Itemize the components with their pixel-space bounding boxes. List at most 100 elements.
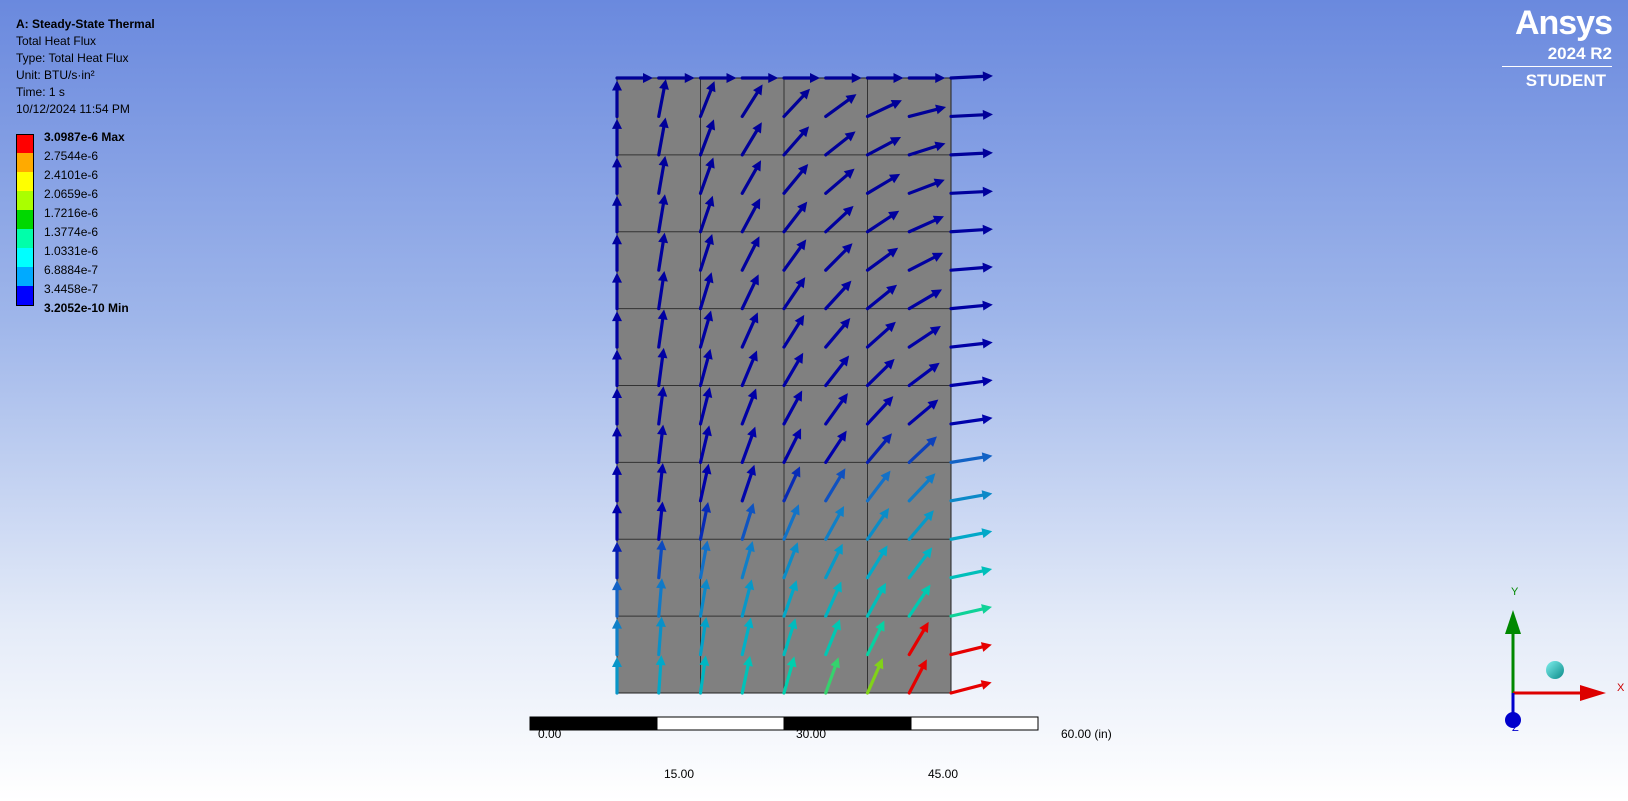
axis-triad[interactable]: [1505, 610, 1606, 728]
legend-swatch: [16, 305, 34, 306]
heat-flux-arrow: [740, 73, 779, 83]
ansys-logo: Ansys 2024 R2 STUDENT: [1438, 0, 1628, 100]
legend-label: 1.7216e-6: [44, 206, 99, 220]
heat-flux-arrow: [865, 284, 898, 311]
legend-label: 1.0331e-6: [44, 244, 99, 258]
heat-flux-arrow: [949, 528, 993, 541]
legend-label: 2.7544e-6: [44, 149, 99, 163]
logo-brand: Ansys: [1514, 4, 1613, 42]
heat-flux-arrow: [698, 387, 713, 426]
heat-flux-arrow: [824, 430, 847, 464]
heat-flux-arrow: [657, 386, 668, 426]
heat-flux-arrow: [949, 186, 993, 197]
heat-flux-arrow: [865, 582, 886, 618]
legend-swatch: [16, 153, 34, 172]
heat-flux-arrow: [657, 155, 669, 195]
heat-flux-arrow: [949, 490, 993, 503]
heat-flux-arrow: [612, 272, 622, 311]
heat-flux-arrow: [698, 617, 710, 657]
heat-flux-arrow: [949, 414, 993, 426]
heat-flux-arrow: [698, 234, 714, 272]
heat-flux-arrow: [612, 464, 622, 503]
heat-flux-arrow: [782, 201, 808, 234]
legend-label: 1.3774e-6: [44, 225, 99, 239]
heat-flux-arrow: [949, 262, 993, 273]
heat-flux-arrow: [657, 232, 669, 272]
legend-swatch: [16, 134, 34, 153]
heat-flux-arrow: [740, 274, 759, 311]
legend-label: 3.2052e-10 Min: [44, 301, 129, 315]
heat-flux-arrow: [615, 73, 653, 83]
heat-flux-arrow: [865, 545, 888, 580]
scale-label-45: 45.00: [928, 767, 959, 781]
heat-flux-arrow: [698, 73, 737, 83]
scale-bar-segment: [656, 716, 785, 731]
heat-flux-arrow: [865, 73, 904, 83]
heat-flux-arrow: [949, 300, 993, 311]
heat-flux-arrow: [907, 621, 929, 657]
heat-flux-arrow: [656, 539, 667, 580]
heat-flux-arrow: [949, 566, 993, 580]
heat-flux-arrow: [612, 349, 622, 388]
heat-flux-arrow: [740, 350, 758, 388]
heat-flux-arrow: [824, 318, 851, 349]
heat-flux-arrow: [740, 236, 760, 272]
heat-flux-arrow: [740, 541, 755, 580]
heat-flux-arrow: [824, 94, 857, 119]
heat-flux-arrow: [612, 580, 622, 618]
result-type: Type: Total Heat Flux: [16, 51, 129, 65]
triad-x-label: X: [1617, 682, 1625, 694]
heat-flux-arrow: [656, 501, 667, 541]
heat-flux-arrow: [657, 194, 669, 234]
heat-flux-arrow: [782, 352, 804, 388]
heat-flux-arrow: [865, 358, 895, 388]
heat-flux-arrow: [740, 198, 761, 234]
legend-swatch: [16, 172, 34, 191]
heat-flux-arrow: [865, 173, 901, 195]
heat-flux-arrow: [698, 655, 710, 695]
heat-flux-arrow: [865, 321, 896, 349]
heat-flux-arrow: [907, 473, 936, 503]
legend-swatch: [16, 267, 34, 286]
triad-iso-sphere[interactable]: [1546, 661, 1564, 679]
heat-flux-arrow: [612, 387, 622, 426]
heat-flux-arrow: [657, 309, 668, 349]
heat-flux-arrow: [782, 656, 797, 695]
heat-flux-arrow: [740, 160, 762, 195]
logo-edition: STUDENT: [1525, 71, 1606, 90]
heat-flux-arrow: [612, 118, 622, 157]
heat-flux-arrow: [865, 507, 890, 541]
heat-flux-arrow: [949, 338, 993, 349]
scale-bar-segment: [910, 716, 1039, 731]
heat-flux-arrow: [655, 655, 666, 695]
heat-flux-arrow: [782, 618, 798, 657]
heat-flux-arrow: [907, 584, 931, 618]
heat-flux-arrow: [698, 310, 714, 349]
heat-flux-arrow: [698, 425, 712, 464]
heat-flux-arrow: [698, 578, 711, 618]
heat-flux-arrow: [824, 505, 845, 541]
heat-flux-arrow: [698, 81, 716, 119]
heat-flux-arrow: [824, 131, 856, 157]
heat-flux-arrow: [824, 280, 852, 311]
heat-flux-arrow: [907, 362, 940, 388]
legend-swatch: [16, 248, 34, 267]
heat-flux-arrow: [740, 617, 754, 657]
heat-flux-arrow: [907, 436, 937, 464]
heat-flux-arrow: [656, 578, 667, 618]
heat-flux-arrow: [907, 252, 944, 272]
analysis-title: A: Steady-State Thermal: [16, 17, 155, 31]
heat-flux-arrow: [949, 71, 993, 82]
legend-label: 3.4458e-7: [44, 282, 99, 296]
heat-flux-arrow: [865, 620, 885, 657]
heat-flux-arrow: [612, 157, 622, 195]
heat-flux-arrow: [612, 541, 622, 580]
heat-flux-arrow: [740, 312, 759, 349]
legend-label: 3.0987e-6 Max: [44, 130, 125, 144]
heat-flux-arrow: [824, 393, 848, 426]
heat-flux-arrow: [782, 239, 807, 272]
heat-flux-arrow: [740, 388, 758, 426]
scale-label-30: 30.00: [796, 727, 827, 741]
heat-flux-arrow: [824, 73, 862, 83]
